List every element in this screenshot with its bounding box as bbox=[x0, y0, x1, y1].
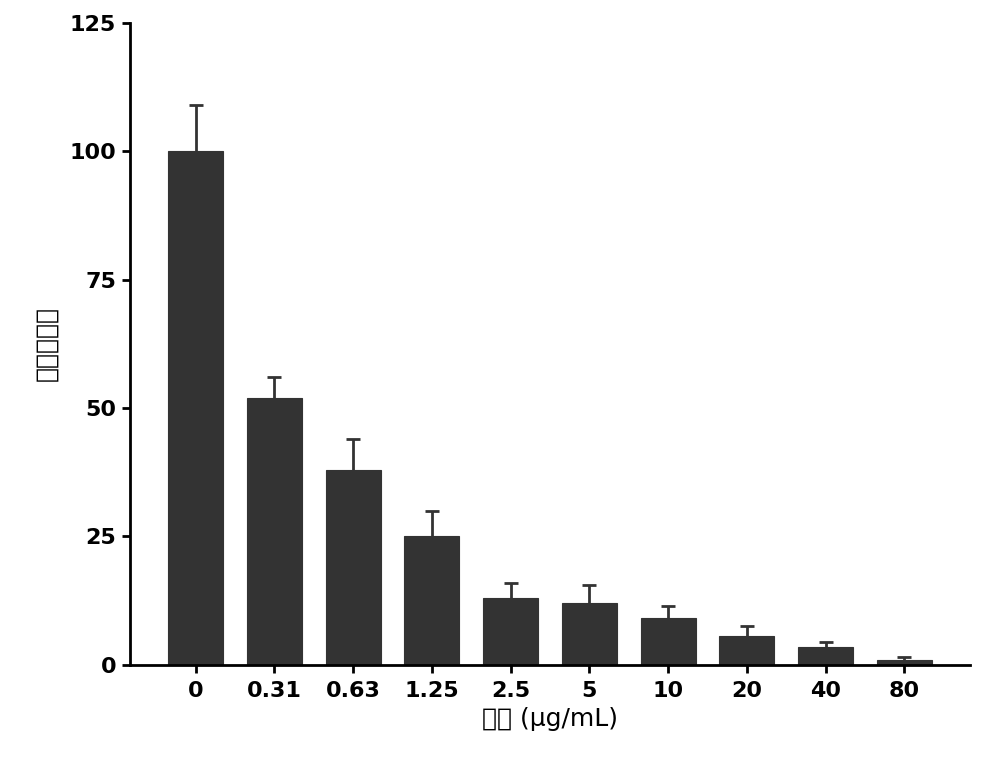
Bar bbox=[719, 636, 774, 665]
Bar bbox=[326, 470, 381, 665]
Bar bbox=[562, 603, 617, 665]
Bar bbox=[877, 659, 932, 665]
Bar bbox=[247, 398, 302, 665]
Bar bbox=[798, 646, 853, 665]
X-axis label: 浓度 (μg/mL): 浓度 (μg/mL) bbox=[482, 707, 618, 731]
Bar bbox=[404, 536, 459, 665]
Bar bbox=[483, 598, 538, 665]
Bar bbox=[168, 151, 223, 665]
Y-axis label: 生物膜含量: 生物膜含量 bbox=[34, 306, 58, 381]
Bar bbox=[641, 619, 696, 665]
